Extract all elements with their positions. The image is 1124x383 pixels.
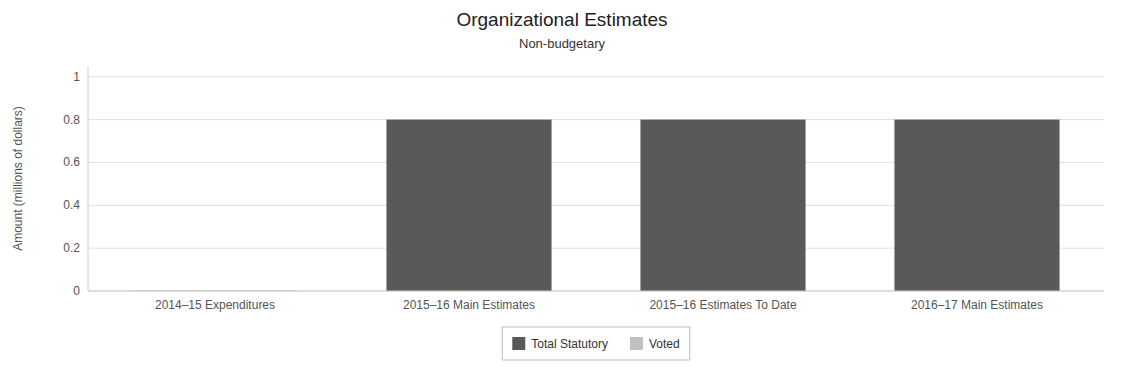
legend-label: Voted bbox=[649, 337, 680, 351]
y-axis: 0 0.2 0.4 0.6 0.8 1 bbox=[63, 66, 1104, 298]
x-tick-label: 2014–15 Expenditures bbox=[155, 298, 275, 312]
grid-line bbox=[88, 291, 1104, 292]
bar-segment bbox=[894, 119, 1059, 120]
legend-box bbox=[502, 327, 689, 360]
grid-line bbox=[88, 76, 1104, 77]
y-tick-label: 1 bbox=[73, 70, 80, 84]
bar-segment bbox=[640, 120, 805, 291]
y-tick-label: 0.2 bbox=[63, 241, 80, 255]
legend-swatch bbox=[512, 337, 525, 350]
x-axis: 2014–15 Expenditures 2015–16 Main Estimat… bbox=[88, 291, 1104, 312]
chart-container: Organizational Estimates Non-budgetary 0 0.… bbox=[0, 0, 1124, 383]
bar-segment bbox=[640, 119, 805, 120]
y-tick-label: 0 bbox=[73, 284, 80, 298]
y-tick-label: 0.6 bbox=[63, 155, 80, 169]
legend-label: Total Statutory bbox=[531, 337, 608, 351]
bar-segment bbox=[894, 120, 1059, 291]
x-tick-label: 2015–16 Main Estimates bbox=[403, 298, 535, 312]
bar-segment bbox=[386, 119, 551, 120]
legend: Total Statutory Voted bbox=[502, 327, 689, 360]
background bbox=[0, 0, 1124, 383]
chart-svg: Organizational Estimates Non-budgetary 0 0.… bbox=[0, 0, 1124, 383]
x-tick-label: 2016–17 Main Estimates bbox=[911, 298, 1043, 312]
bars bbox=[132, 119, 1059, 291]
bar-segment bbox=[386, 120, 551, 291]
chart-title: Organizational Estimates bbox=[456, 9, 667, 30]
chart-subtitle: Non-budgetary bbox=[519, 36, 605, 51]
y-axis-line bbox=[88, 66, 89, 291]
x-axis-line bbox=[88, 291, 1104, 292]
y-tick-label: 0.4 bbox=[63, 198, 80, 212]
legend-swatch bbox=[630, 337, 643, 350]
y-tick-label: 0.8 bbox=[63, 113, 80, 127]
y-axis-label: Amount (millions of dollars) bbox=[11, 106, 25, 251]
x-tick-label: 2015–16 Estimates To Date bbox=[649, 298, 797, 312]
